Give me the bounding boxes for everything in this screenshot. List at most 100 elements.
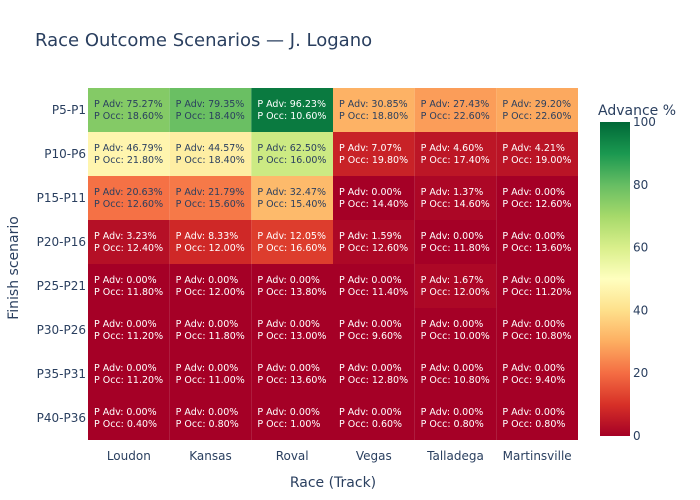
cell-label-adv: P Adv: 0.00% <box>176 275 239 286</box>
cell-label-adv: P Adv: 12.05% <box>257 231 326 242</box>
cell-label-adv: P Adv: 0.00% <box>421 319 484 330</box>
cell-label-adv: P Adv: 1.37% <box>421 187 484 198</box>
heatmap-cell <box>251 308 333 352</box>
heatmap-cell <box>496 352 578 396</box>
cell-label-adv: P Adv: 0.00% <box>421 231 484 242</box>
cell-label-adv: P Adv: 0.00% <box>94 319 157 330</box>
cell-label-adv: P Adv: 20.63% <box>94 187 163 198</box>
cell-label-adv: P Adv: 8.33% <box>176 231 239 242</box>
heatmap-cell <box>333 220 415 264</box>
heatmap-cell <box>88 308 170 352</box>
cell-label-occ: P Occ: 12.00% <box>176 243 245 254</box>
cell-label-adv: P Adv: 0.00% <box>502 231 565 242</box>
heatmap-cell <box>496 220 578 264</box>
heatmap-cell <box>496 396 578 440</box>
heatmap-cell <box>414 264 497 308</box>
cell-label-occ: P Occ: 14.60% <box>421 199 490 210</box>
heatmap-cell <box>169 132 252 176</box>
cell-label-adv: P Adv: 0.00% <box>421 407 484 418</box>
cell-label-occ: P Occ: 0.80% <box>176 419 239 430</box>
heatmap-cell <box>169 396 252 440</box>
y-tick-label: P30-P26 <box>37 323 86 337</box>
cell-label-occ: P Occ: 22.60% <box>421 111 490 122</box>
cell-label-occ: P Occ: 11.80% <box>421 243 490 254</box>
cell-label-adv: P Adv: 0.00% <box>257 407 320 418</box>
cell-label-adv: P Adv: 0.00% <box>94 407 157 418</box>
colorbar: Advance % 0 20 40 60 80 100 <box>598 103 676 443</box>
cell-label-occ: P Occ: 12.60% <box>502 199 571 210</box>
cell-label-adv: P Adv: 0.00% <box>176 319 239 330</box>
cell-label-adv: P Adv: 7.07% <box>339 143 402 154</box>
cell-label-occ: P Occ: 12.00% <box>176 287 245 298</box>
heatmap-cell <box>496 132 578 176</box>
chart-title: Race Outcome Scenarios — J. Logano <box>35 30 372 51</box>
cell-label-occ: P Occ: 11.20% <box>502 287 571 298</box>
heatmap-cell <box>251 220 333 264</box>
heatmap-cell <box>169 352 252 396</box>
cell-label-adv: P Adv: 4.60% <box>421 143 484 154</box>
x-axis-title: Race (Track) <box>290 475 376 491</box>
cell-label-occ: P Occ: 14.40% <box>339 199 408 210</box>
cell-label-adv: P Adv: 0.00% <box>502 275 565 286</box>
colorbar-tick-label: 80 <box>633 178 648 192</box>
cell-label-occ: P Occ: 19.80% <box>339 155 408 166</box>
cell-label-adv: P Adv: 32.47% <box>257 187 326 198</box>
heatmap-cell <box>333 264 415 308</box>
heatmap-cell <box>251 264 333 308</box>
cell-label-occ: P Occ: 11.00% <box>176 375 245 386</box>
heatmap-cell <box>88 132 170 176</box>
cell-label-occ: P Occ: 18.80% <box>339 111 408 122</box>
cell-label-adv: P Adv: 0.00% <box>94 275 157 286</box>
cell-label-occ: P Occ: 21.80% <box>94 155 163 166</box>
heatmap-cell <box>496 264 578 308</box>
cell-label-occ: P Occ: 13.60% <box>502 243 571 254</box>
cell-label-occ: P Occ: 9.40% <box>502 375 565 386</box>
x-tick-label: Loudon <box>107 449 151 463</box>
x-tick-label: Roval <box>276 449 309 463</box>
cell-label-adv: P Adv: 79.35% <box>176 99 245 110</box>
cell-label-occ: P Occ: 18.40% <box>176 155 245 166</box>
cell-label-occ: P Occ: 19.00% <box>502 155 571 166</box>
colorbar-tick-label: 40 <box>633 303 648 317</box>
cell-label-occ: P Occ: 15.60% <box>176 199 245 210</box>
cell-label-occ: P Occ: 12.60% <box>94 199 163 210</box>
cell-label-occ: P Occ: 10.80% <box>421 375 490 386</box>
cell-label-adv: P Adv: 0.00% <box>502 363 565 374</box>
cell-label-occ: P Occ: 12.00% <box>421 287 490 298</box>
heatmap-cell <box>251 88 333 132</box>
heatmap-cell <box>169 264 252 308</box>
cell-label-occ: P Occ: 12.40% <box>94 243 163 254</box>
heatmap-cell <box>88 396 170 440</box>
cell-label-occ: P Occ: 11.80% <box>94 287 163 298</box>
cell-label-occ: P Occ: 18.60% <box>94 111 163 122</box>
cell-label-adv: P Adv: 1.67% <box>421 275 484 286</box>
colorbar-tick-label: 60 <box>633 241 648 255</box>
cell-label-adv: P Adv: 96.23% <box>257 99 326 110</box>
y-axis-title: Finish scenario <box>6 216 22 320</box>
heatmap-cell <box>333 176 415 220</box>
heatmap-cell <box>414 396 497 440</box>
colorbar-gradient <box>600 122 630 436</box>
heatmap-cell <box>333 352 415 396</box>
cell-label-adv: P Adv: 29.20% <box>502 99 571 110</box>
cell-label-occ: P Occ: 13.60% <box>257 375 326 386</box>
cell-label-occ: P Occ: 22.60% <box>502 111 571 122</box>
cell-label-adv: P Adv: 0.00% <box>502 187 565 198</box>
heatmap-cell <box>414 352 497 396</box>
cell-label-adv: P Adv: 27.43% <box>421 99 490 110</box>
heatmap-cell <box>414 308 497 352</box>
cell-label-occ: P Occ: 0.40% <box>94 419 157 430</box>
cell-label-occ: P Occ: 16.60% <box>257 243 326 254</box>
cell-label-adv: P Adv: 30.85% <box>339 99 408 110</box>
cell-label-adv: P Adv: 0.00% <box>257 363 320 374</box>
cell-label-occ: P Occ: 11.20% <box>94 375 163 386</box>
colorbar-tick-label: 100 <box>633 115 656 129</box>
colorbar-tick-label: 0 <box>633 429 641 443</box>
heatmap-cell <box>251 352 333 396</box>
cell-label-occ: P Occ: 12.60% <box>339 243 408 254</box>
heatmap-cell <box>414 132 497 176</box>
cell-label-occ: P Occ: 11.80% <box>176 331 245 342</box>
heatmap-cell <box>414 88 497 132</box>
x-tick-label: Vegas <box>356 449 392 463</box>
